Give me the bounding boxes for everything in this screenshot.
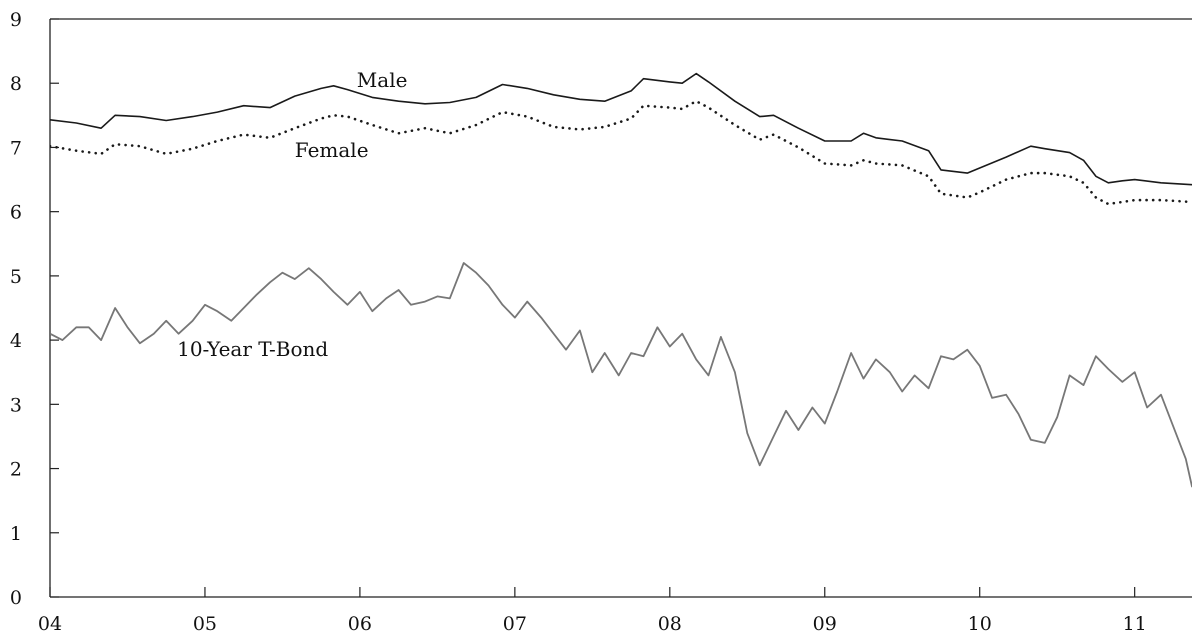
y-tick-label: 6 xyxy=(10,202,22,224)
y-tick-label: 0 xyxy=(10,587,22,609)
y-tick-label: 7 xyxy=(10,137,22,159)
series-line-male xyxy=(50,72,1192,186)
y-tick-label: 3 xyxy=(10,394,22,416)
y-tick-label: 8 xyxy=(10,73,22,95)
y-tick-label: 9 xyxy=(10,9,22,31)
series-lines xyxy=(50,72,1192,488)
series-label-male: Male xyxy=(357,68,408,92)
y-tick-label: 5 xyxy=(10,266,22,288)
axes: 0 1 2 3 4 5 6 7 8 9 04 05 06 07 08 09 10 11 xyxy=(10,9,1192,635)
y-tick-label: 1 xyxy=(10,523,22,545)
x-tick-label: 08 xyxy=(658,613,682,635)
series-line-10-year-t-bond xyxy=(50,262,1192,488)
series-label-female: Female xyxy=(295,138,369,162)
series-labels: Male Female 10-Year T-Bond xyxy=(177,68,407,361)
x-tick-label: 09 xyxy=(813,613,837,635)
x-tick-label: 04 xyxy=(38,613,62,635)
series-line-female xyxy=(50,99,1192,206)
x-tick-label: 05 xyxy=(193,613,217,635)
x-tick-label: 11 xyxy=(1123,613,1147,635)
y-tick-label: 2 xyxy=(10,459,22,481)
series-label-10-year-t-bond: 10-Year T-Bond xyxy=(177,337,328,361)
x-tick-label: 07 xyxy=(503,613,527,635)
x-tick-label: 06 xyxy=(348,613,372,635)
x-tick-label: 10 xyxy=(968,613,992,635)
y-tick-label: 4 xyxy=(10,330,22,352)
